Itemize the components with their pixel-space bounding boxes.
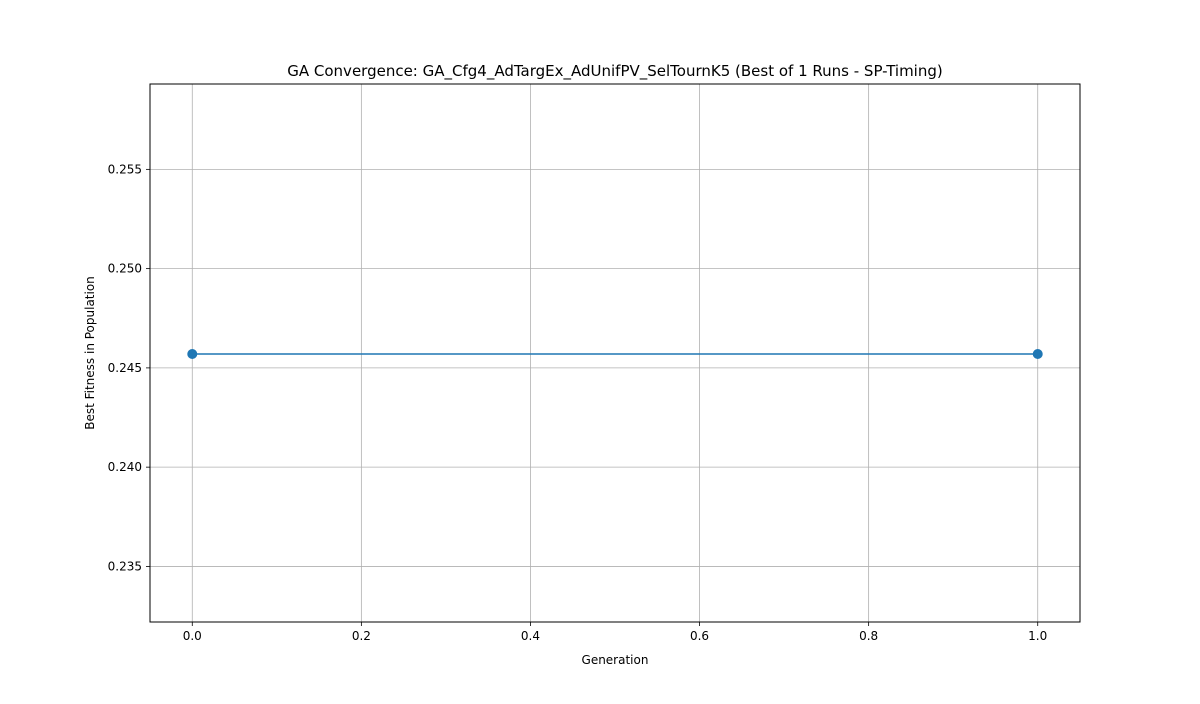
y-axis-label: Best Fitness in Population <box>83 276 97 430</box>
x-tick-label: 0.6 <box>690 629 709 643</box>
y-tick-label: 0.255 <box>108 162 142 176</box>
ticks: 0.0 0.2 0.4 0.6 0.8 1.0 0.235 0.240 0.245 0.250 0.… <box>108 162 1048 643</box>
chart-title: GA Convergence: GA_Cfg4_AdTargEx_AdUnifP… <box>287 62 942 81</box>
y-tick-label: 0.235 <box>108 559 142 573</box>
data-point <box>187 348 198 359</box>
plot-area-frame <box>149 83 1081 623</box>
x-tick-label: 1.0 <box>1028 629 1047 643</box>
y-tick-label: 0.250 <box>108 262 142 276</box>
series-layer <box>187 348 1043 359</box>
x-tick-label: 0.2 <box>352 629 371 643</box>
x-axis-label: Generation <box>582 653 649 667</box>
data-point <box>1032 348 1043 359</box>
y-tick-label: 0.240 <box>108 460 142 474</box>
y-tick-label: 0.245 <box>108 361 142 375</box>
x-tick-label: 0.4 <box>521 629 540 643</box>
x-tick-label: 0.8 <box>859 629 878 643</box>
x-tick-label: 0.0 <box>183 629 202 643</box>
